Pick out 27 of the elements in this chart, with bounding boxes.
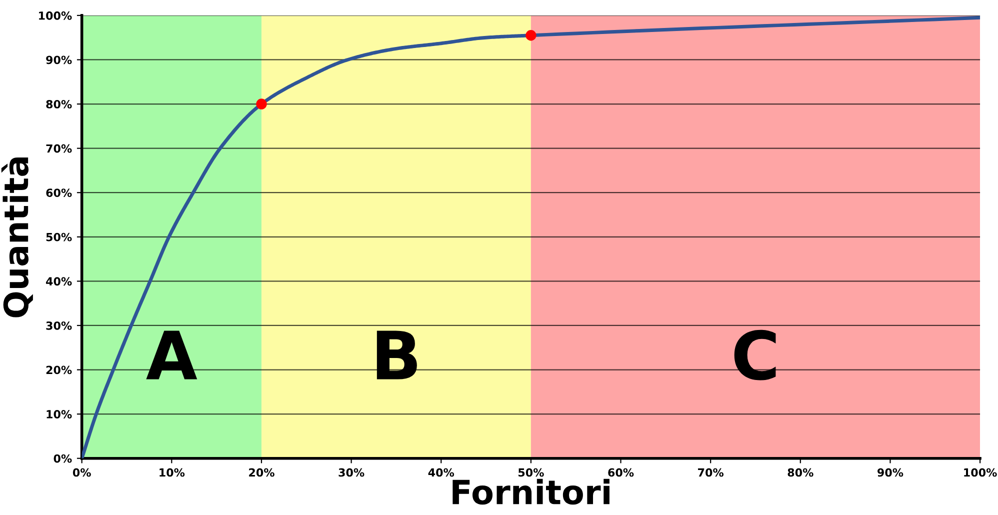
- y-tick-label: 70%: [46, 144, 72, 153]
- y-tick-label: 60%: [46, 188, 72, 197]
- band-label: A: [146, 330, 198, 380]
- y-tick-label: 30%: [46, 321, 72, 330]
- x-tick-label: 50%: [518, 468, 544, 477]
- band-label: C: [734, 330, 776, 380]
- band-label: B: [376, 330, 417, 380]
- x-axis-title: Fornitori: [452, 478, 610, 505]
- y-tick-label: 40%: [46, 277, 72, 286]
- y-tick-label: 100%: [39, 11, 72, 20]
- y-tick-label: 0%: [54, 454, 72, 463]
- y-axis-title: Quantità: [1, 157, 33, 318]
- x-tick-label: 40%: [428, 468, 454, 477]
- y-tick-label: 20%: [46, 366, 72, 374]
- x-tick-label: 20%: [249, 468, 274, 477]
- x-tick-label: 10%: [160, 468, 185, 477]
- x-tick-label: 100%: [964, 468, 997, 477]
- x-tick-label: 80%: [788, 468, 814, 477]
- x-tick-label: 0%: [72, 468, 91, 477]
- y-tick-label: 50%: [46, 232, 72, 242]
- x-tick-label: 60%: [608, 468, 634, 477]
- y-tick-label: 90%: [46, 56, 72, 64]
- x-tick-label: 30%: [338, 468, 364, 477]
- y-tick-label: 80%: [46, 100, 72, 108]
- x-tick-label: 70%: [698, 468, 724, 477]
- y-tick-label: 10%: [46, 410, 72, 418]
- x-tick-label: 90%: [877, 468, 904, 477]
